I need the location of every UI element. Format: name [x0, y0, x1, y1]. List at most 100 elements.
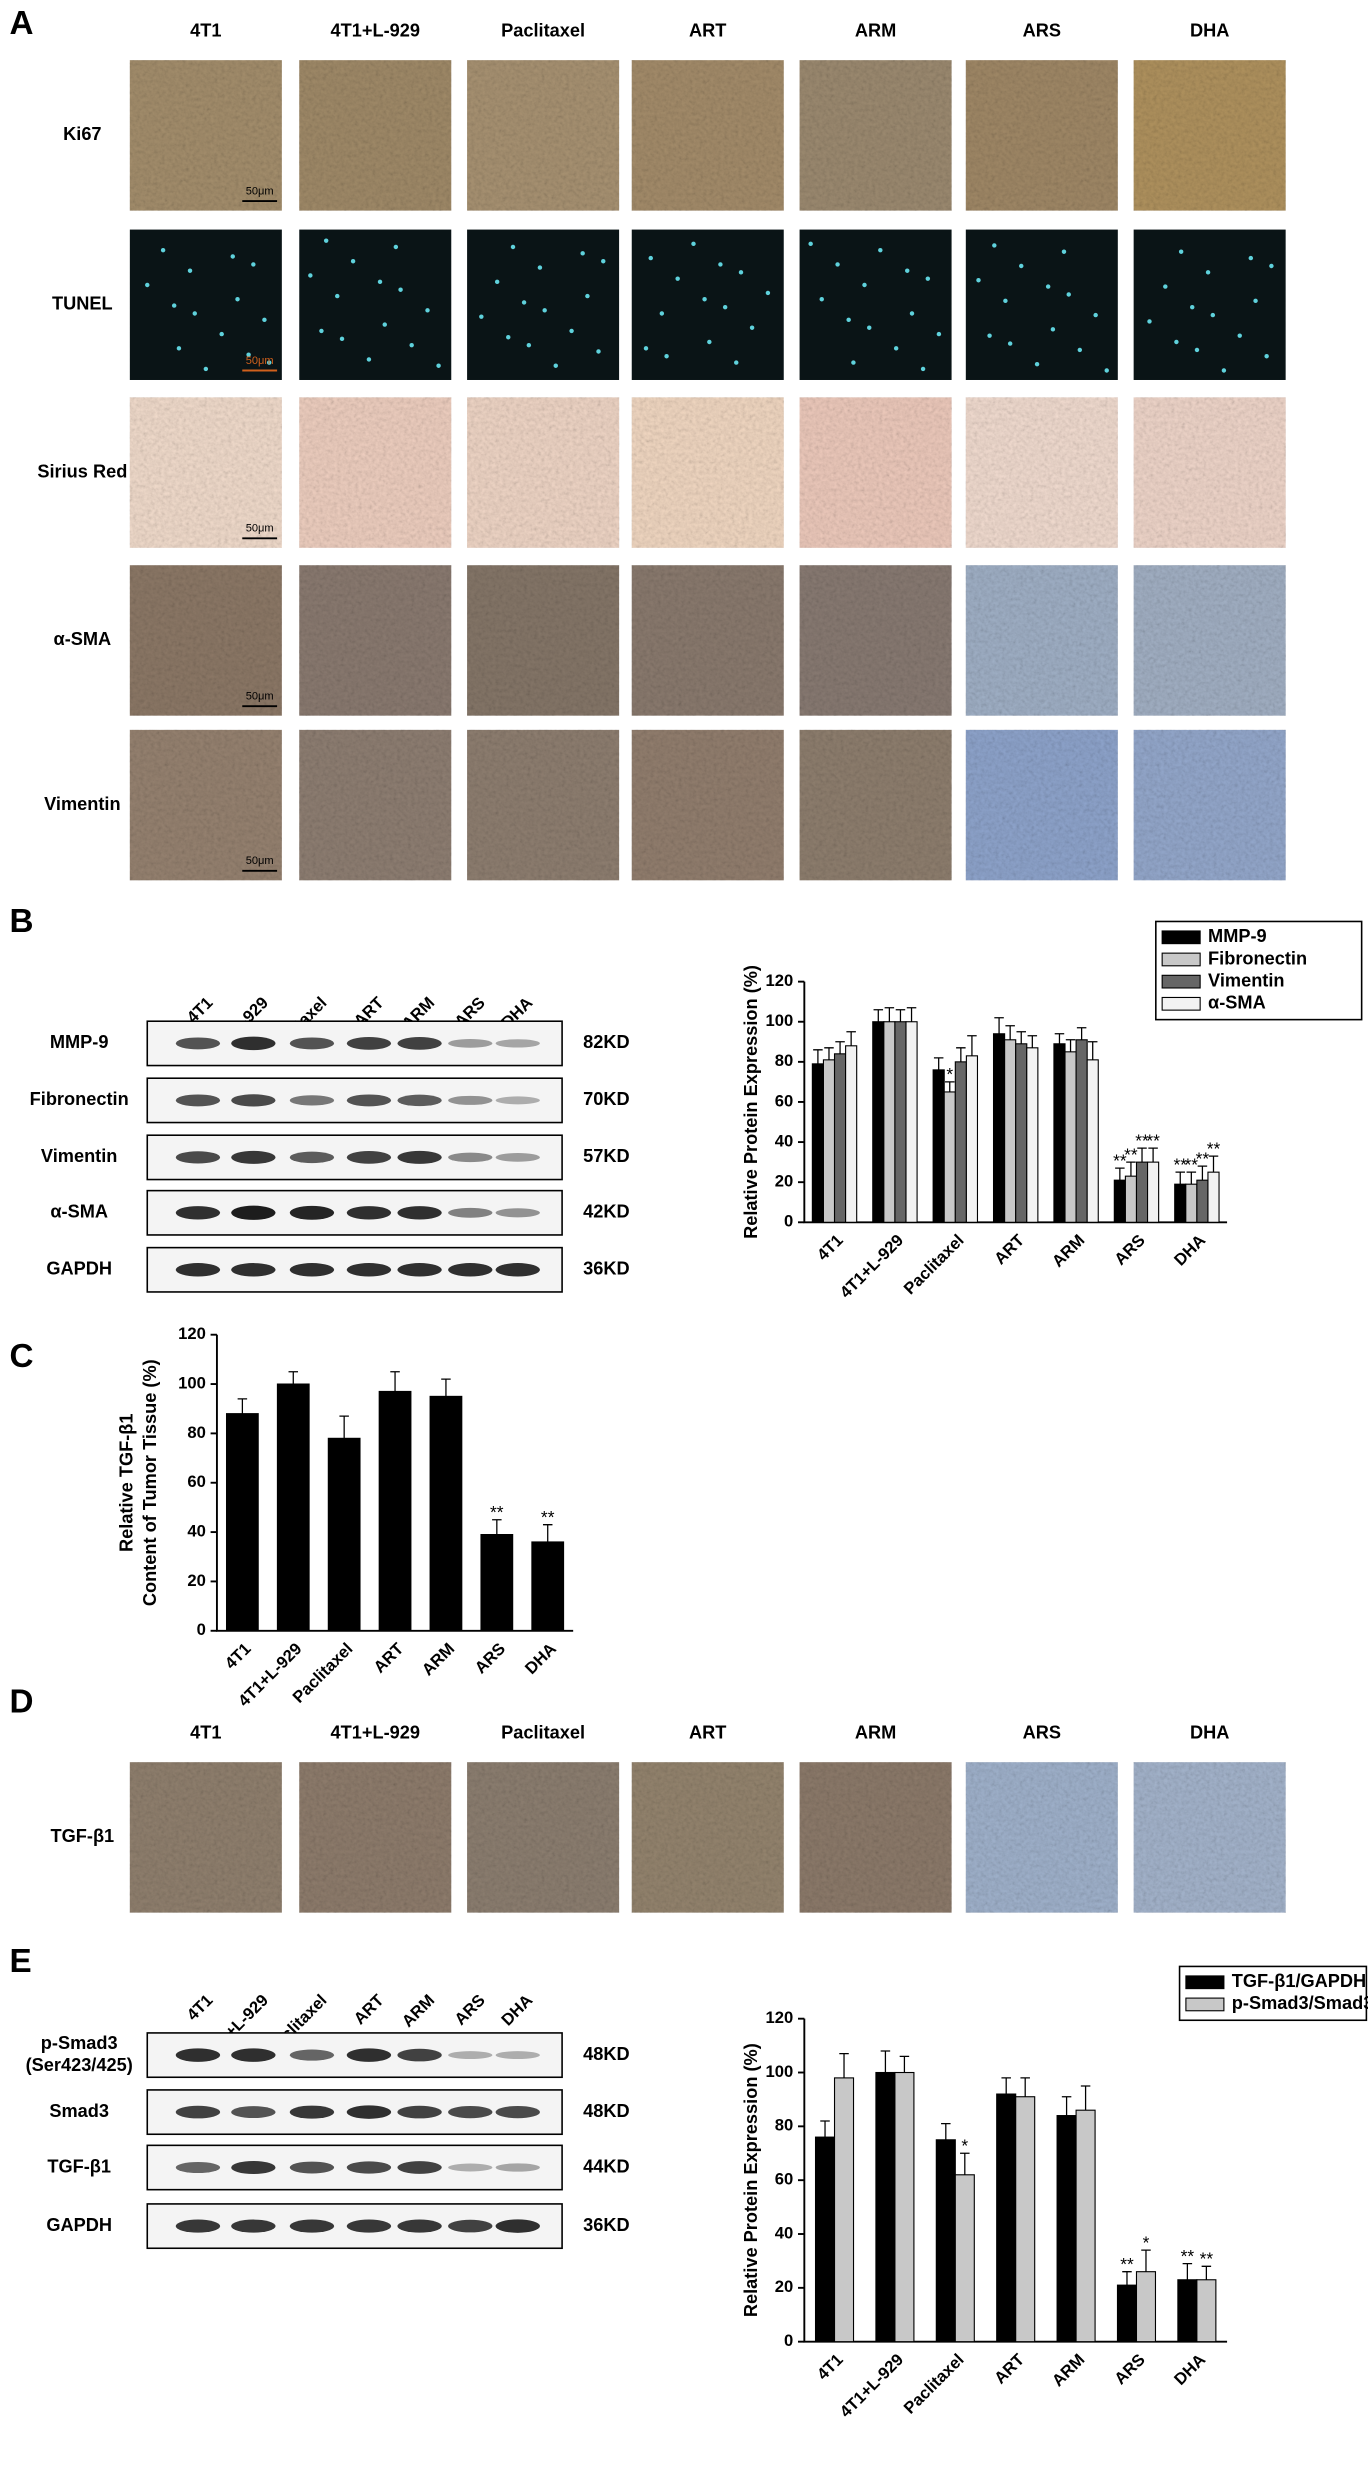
error-bar: [1020, 2077, 1030, 2097]
scale-bar-label: 50μm: [246, 855, 274, 867]
molecular-weight: 70KD: [583, 1089, 630, 1109]
stained-nucleus: [1194, 347, 1200, 353]
bar: [1004, 1039, 1017, 1223]
micrograph-texture: [129, 60, 282, 211]
protein-band: [346, 1151, 392, 1164]
error-bar: [1175, 1171, 1185, 1185]
row-label: Ki67: [63, 124, 101, 144]
x-tick-label: DHA: [521, 1639, 560, 1678]
protein-band: [289, 1095, 335, 1106]
blot-row-label: TGF-β1: [47, 2156, 111, 2176]
error-bar: [1080, 2085, 1091, 2111]
stained-nucleus: [1061, 249, 1067, 254]
stained-nucleus: [506, 335, 511, 340]
bar: [1015, 1043, 1028, 1223]
stained-nucleus: [308, 273, 313, 278]
protein-band: [289, 1205, 335, 1220]
legend-label: Vimentin: [1208, 970, 1284, 990]
y-tick-label: 40: [775, 1131, 793, 1150]
stained-nucleus: [1007, 341, 1013, 346]
protein-band: [289, 1263, 335, 1277]
scale-bar-label: 50μm: [246, 523, 274, 535]
y-tick-label: 80: [775, 1051, 793, 1070]
column-header: 4T1+L-929: [331, 1723, 420, 1743]
panel-label: B: [10, 903, 34, 940]
significance-marker: **: [1113, 1150, 1127, 1170]
micrograph-texture: [1133, 60, 1286, 211]
protein-band: [231, 1263, 276, 1277]
error-bar: [846, 1031, 856, 1046]
y-tick-label: 20: [775, 2277, 793, 2296]
bar: [1124, 1175, 1138, 1223]
y-tick-label: 100: [766, 1011, 794, 1030]
micrograph-texture: [467, 565, 620, 716]
protein-band: [289, 1151, 335, 1164]
stained-nucleus: [1248, 255, 1254, 261]
protein-band: [448, 2219, 493, 2233]
stained-nucleus: [479, 314, 484, 319]
protein-band: [495, 1153, 540, 1162]
protein-band: [346, 2219, 392, 2233]
y-tick-label: 60: [187, 1472, 205, 1491]
x-tick-label: ART: [990, 2350, 1028, 2388]
stained-nucleus: [1264, 354, 1269, 359]
molecular-weight: 36KD: [583, 1259, 630, 1279]
error-bar: [1208, 1155, 1219, 1173]
y-tick-label: 100: [178, 1373, 206, 1392]
stained-nucleus: [1104, 368, 1109, 373]
micrograph-texture: [299, 565, 452, 716]
error-bar: [1141, 2249, 1151, 2272]
micrograph-texture: [631, 229, 784, 380]
stained-nucleus: [350, 259, 356, 264]
stained-nucleus: [377, 279, 383, 285]
stained-nucleus: [393, 244, 399, 250]
stained-nucleus: [835, 262, 840, 267]
significance-marker: **: [1120, 2254, 1134, 2274]
stained-nucleus: [425, 308, 430, 313]
column-header: 4T1: [190, 20, 221, 40]
significance-marker: **: [541, 1507, 555, 1527]
stained-nucleus: [691, 241, 696, 247]
legend-swatch: [1185, 1975, 1225, 1990]
stained-nucleus: [171, 303, 177, 308]
error-bar: [390, 1371, 400, 1392]
stained-nucleus: [366, 357, 372, 362]
significance-marker: **: [1185, 1154, 1199, 1174]
error-bar: [1137, 1147, 1147, 1163]
bar: [1026, 1047, 1039, 1223]
micrograph-texture: [965, 729, 1118, 881]
bar: [531, 1541, 565, 1632]
micrograph-texture: [467, 397, 620, 548]
bar: [965, 1055, 979, 1223]
stained-nucleus: [846, 317, 851, 323]
column-header: Paclitaxel: [501, 1723, 585, 1743]
scale-bar-label: 50μm: [246, 185, 274, 197]
bar: [943, 1091, 956, 1223]
stained-nucleus: [987, 333, 992, 338]
stained-nucleus: [718, 262, 723, 267]
lane-label: DHA: [497, 1991, 536, 2030]
x-tick-label: ART: [990, 1231, 1028, 1269]
bar: [1174, 1183, 1187, 1223]
error-bar: [880, 2050, 891, 2073]
column-header: DHA: [1190, 1723, 1229, 1743]
stained-nucleus: [1019, 263, 1024, 269]
y-tick-label: 120: [766, 2008, 794, 2027]
column-header: 4T1+L-929: [331, 20, 420, 40]
error-bar: [835, 1041, 845, 1054]
micrograph-texture: [129, 729, 282, 881]
blot-row-label: GAPDH: [46, 2215, 112, 2235]
stained-nucleus: [1045, 284, 1051, 289]
protein-band: [289, 2161, 335, 2174]
stained-nucleus: [1147, 319, 1152, 324]
stained-nucleus: [1221, 368, 1227, 373]
protein-band: [346, 2105, 392, 2119]
stained-nucleus: [738, 270, 744, 275]
protein-band: [175, 2105, 221, 2119]
y-tick-label: 20: [187, 1571, 205, 1590]
stained-nucleus: [266, 360, 272, 365]
column-header: DHA: [1190, 20, 1229, 40]
error-bar: [1005, 1025, 1015, 1040]
row-label: Vimentin: [44, 794, 120, 814]
bar: [1075, 2109, 1096, 2343]
